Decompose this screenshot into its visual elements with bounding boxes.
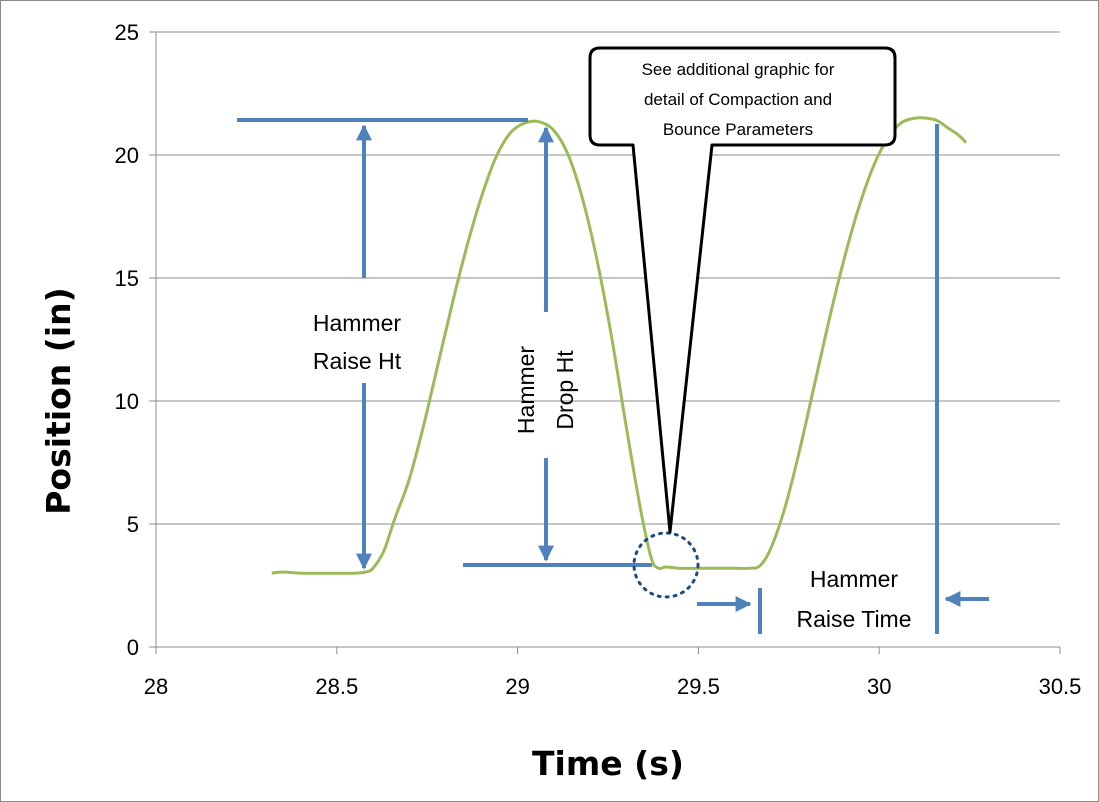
y-tick-label-15: 15 — [115, 266, 139, 291]
x-tick-label-28.5: 28.5 — [315, 674, 358, 699]
raise-ht-label-line2: Raise Ht — [313, 348, 402, 374]
y-tick-label-5: 5 — [127, 512, 139, 537]
callout-text-line3: Bounce Parameters — [663, 120, 813, 139]
x-tick-label-29.5: 29.5 — [677, 674, 720, 699]
raise-ht-label-line1: Hammer — [313, 310, 402, 336]
y-tick-label-0: 0 — [127, 635, 139, 660]
x-tick-label-29: 29 — [505, 674, 529, 699]
x-tick-label-30.5: 30.5 — [1039, 674, 1082, 699]
x-tick-label-30: 30 — [867, 674, 891, 699]
raise-time-label-line2: Raise Time — [796, 606, 911, 632]
raise-time-label-line1: Hammer — [810, 566, 899, 592]
y-axis-title: Position (in) — [39, 287, 78, 515]
callout-text-line2: detail of Compaction and — [644, 90, 832, 109]
x-axis-title: Time (s) — [532, 744, 684, 783]
drop-ht-label-line2: Drop Ht — [552, 350, 578, 430]
x-tick-label-28: 28 — [144, 674, 168, 699]
callout-text-line1: See additional graphic for — [642, 60, 835, 79]
drop-ht-label-line1: Hammer — [513, 346, 539, 435]
y-tick-label-20: 20 — [115, 143, 139, 168]
y-tick-label-10: 10 — [115, 389, 139, 414]
y-tick-label-25: 25 — [115, 20, 139, 45]
